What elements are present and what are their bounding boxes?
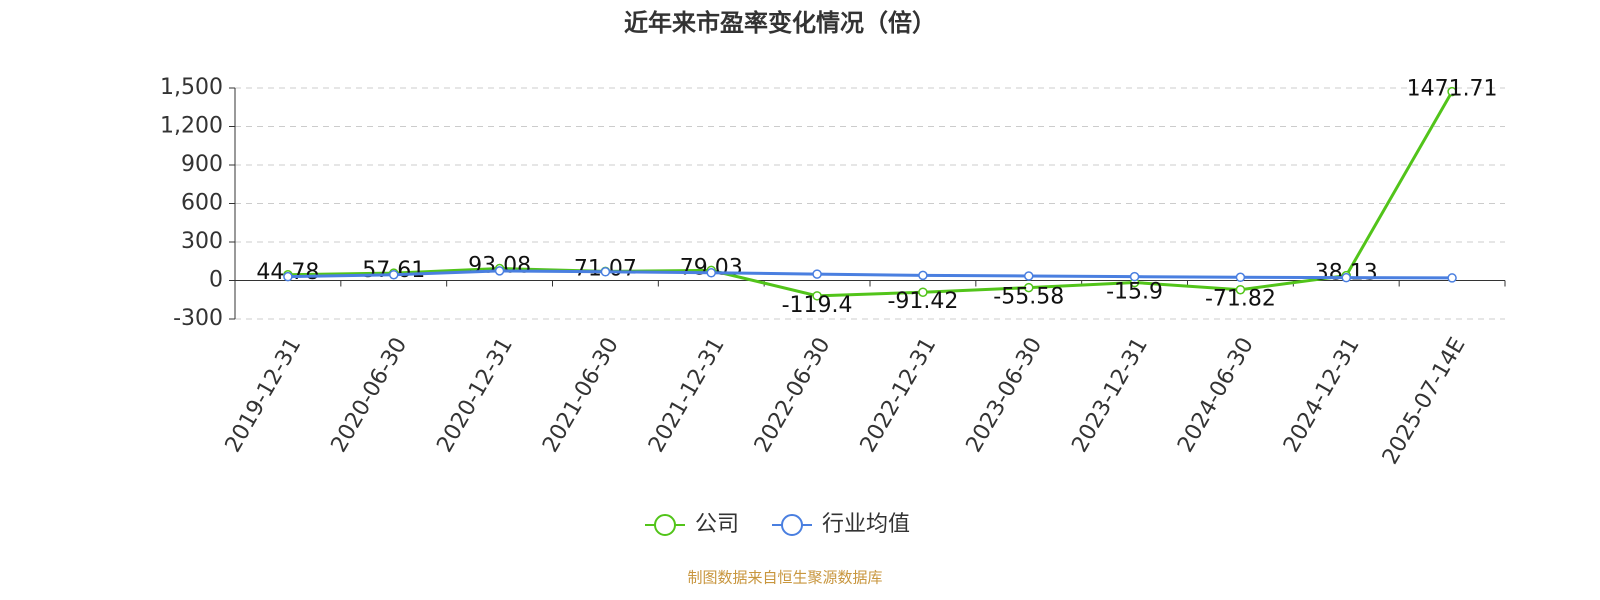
x-tick-label: 2024-06-30 (1173, 334, 1259, 457)
data-point (283, 271, 293, 282)
x-tick-label: 2020-06-30 (327, 334, 413, 457)
legend-label: 公司 (695, 512, 739, 537)
data-point (1024, 282, 1034, 293)
data-label: -55.58 (993, 285, 1064, 310)
data-point (1129, 271, 1140, 282)
x-tick-label: 2020-12-31 (432, 334, 518, 457)
data-point (1447, 86, 1457, 97)
data-point (1235, 284, 1246, 295)
data-point (812, 269, 822, 279)
legend-marker (654, 514, 676, 536)
x-tick-label: 2021-12-31 (644, 334, 730, 457)
x-tick-label: 2024-12-31 (1279, 334, 1365, 457)
y-tick-label: 600 (181, 191, 223, 216)
y-tick-label: 1,500 (160, 75, 223, 100)
data-point (494, 266, 505, 276)
data-point (1447, 273, 1457, 283)
x-tick-label: 2021-06-30 (538, 334, 624, 457)
series-line (287, 269, 1453, 280)
x-tick-label: 2023-06-30 (962, 334, 1048, 457)
data-label: -91.42 (887, 289, 958, 314)
x-tick-label: 2022-06-30 (750, 334, 836, 457)
x-tick-label: 2025-07-14E (1378, 334, 1471, 469)
data-label: -15.9 (1106, 280, 1163, 305)
data-label: -71.82 (1205, 287, 1276, 312)
data-point (1235, 272, 1246, 283)
x-tick-label: 2019-12-31 (221, 334, 307, 457)
y-tick-label: 900 (181, 152, 223, 177)
data-point (600, 267, 611, 277)
data-point (1341, 272, 1351, 283)
chart-title: 近年来市盈率变化情况（倍） (624, 9, 936, 37)
data-point (918, 287, 928, 297)
y-tick-label: -300 (173, 306, 223, 331)
y-tick-label: 300 (181, 229, 223, 254)
y-tick-label: 0 (209, 268, 223, 293)
data-point (812, 291, 822, 301)
data-point (706, 268, 716, 278)
source-note: 制图数据来自恒生聚源数据库 (687, 569, 882, 587)
legend-label: 行业均值 (822, 512, 910, 537)
legend-marker (781, 514, 803, 536)
x-tick-label: 2023-12-31 (1067, 334, 1153, 457)
x-tick-label: 2022-12-31 (856, 334, 942, 457)
data-point (918, 270, 928, 281)
series-line (287, 90, 1454, 298)
data-label: -119.4 (782, 293, 853, 318)
data-point (1024, 271, 1034, 281)
data-point (389, 269, 399, 280)
data-label: 1471.71 (1407, 77, 1498, 102)
y-tick-label: 1,200 (160, 114, 223, 139)
